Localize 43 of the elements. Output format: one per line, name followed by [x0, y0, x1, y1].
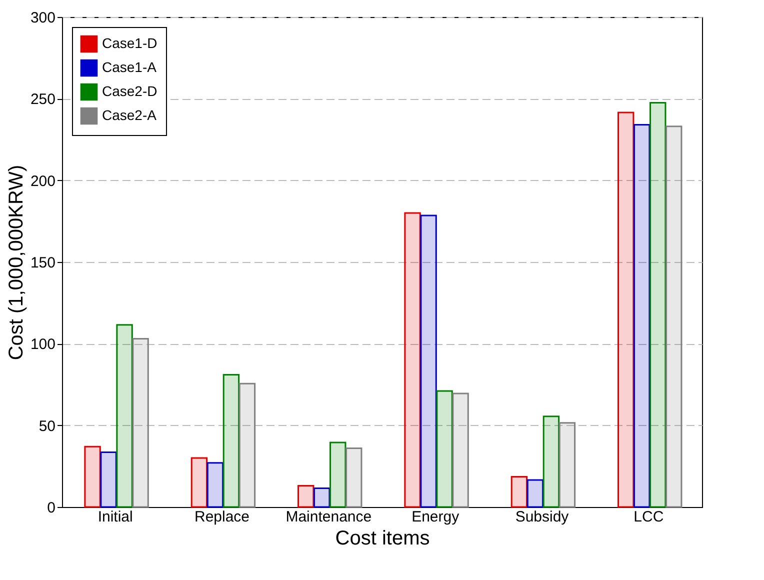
- y-tick-label: 150: [30, 254, 56, 272]
- bar: [222, 374, 240, 508]
- bar: [420, 214, 437, 508]
- bar: [206, 462, 224, 508]
- x-tick-label: Replace: [194, 508, 250, 526]
- legend-label: Case1-A: [102, 59, 158, 75]
- bar: [436, 390, 453, 508]
- bar: [526, 479, 544, 508]
- bar: [558, 422, 576, 508]
- y-tick-label: 250: [30, 91, 56, 108]
- x-tick-label: Initial: [98, 508, 133, 526]
- x-tick-label: LCC: [634, 508, 664, 526]
- y-tick-label: 100: [30, 336, 56, 354]
- bar: [666, 126, 682, 508]
- bar: [618, 112, 634, 508]
- bar: [84, 446, 101, 508]
- y-axis-title: Cost (1,000,000KRW): [5, 164, 28, 360]
- bar: [542, 416, 560, 508]
- x-tick-label: Subsidy: [515, 508, 570, 526]
- legend-label: Case1-D: [102, 35, 158, 51]
- legend-label: Case2-D: [102, 83, 158, 99]
- bar: [314, 487, 330, 508]
- bar: [190, 457, 208, 508]
- bar: [116, 324, 133, 508]
- bar: [100, 452, 117, 508]
- bar: [650, 102, 666, 508]
- x-tick-label: Energy: [412, 508, 460, 526]
- y-tick-label: 200: [30, 172, 56, 190]
- y-tick-label: 0: [47, 500, 56, 516]
- bar: [330, 442, 346, 508]
- y-tick-label: 300: [30, 10, 56, 26]
- bar: [132, 338, 149, 508]
- y-tick-label: 50: [38, 418, 56, 435]
- x-axis-title: Cost items: [335, 528, 430, 550]
- bar: [404, 212, 421, 508]
- bar: [238, 382, 256, 508]
- x-tick-label: Maintenance: [286, 508, 372, 526]
- bar: [452, 392, 469, 508]
- bar: [346, 447, 362, 508]
- bar: [298, 485, 314, 508]
- bar: [634, 124, 650, 508]
- legend-label: Case2-A: [102, 107, 158, 123]
- bar: [510, 476, 528, 508]
